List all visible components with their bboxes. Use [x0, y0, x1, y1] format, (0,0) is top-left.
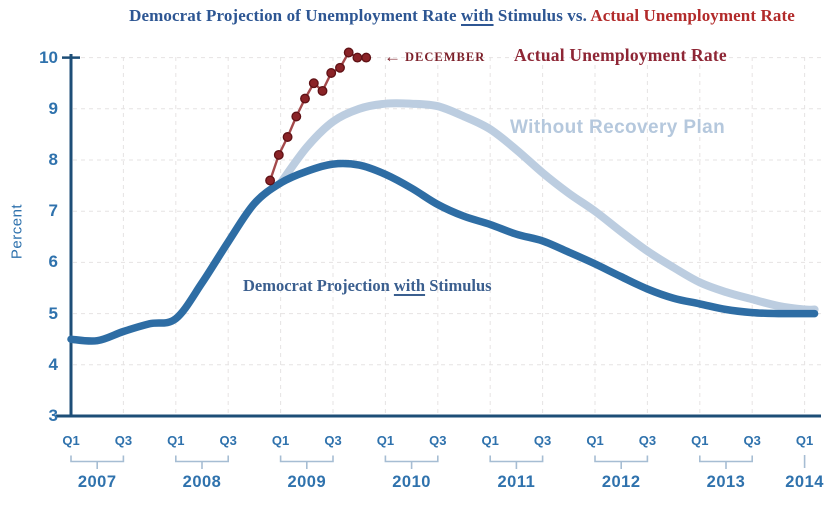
data-point-dot	[265, 175, 276, 186]
series-line-with-stimulus	[67, 159, 819, 345]
data-point-dot	[326, 68, 337, 78]
year-bracket	[384, 455, 439, 463]
year-bracket	[175, 455, 229, 463]
data-point-dot	[308, 78, 319, 89]
data-point-dot	[282, 132, 293, 142]
data-point-dot	[317, 85, 328, 96]
year-bracket	[279, 455, 334, 463]
data-point-dot	[343, 47, 354, 58]
year-bracket	[70, 455, 125, 463]
data-point-dot	[291, 111, 302, 122]
year-bracket	[594, 455, 649, 463]
series-line-without-plan	[276, 99, 819, 314]
year-bracket	[699, 455, 753, 463]
data-point-dot	[352, 52, 363, 63]
data-point-dot	[335, 62, 345, 73]
year-bracket	[489, 455, 544, 463]
data-point-dot	[273, 149, 284, 160]
data-point-dot	[361, 52, 372, 63]
data-point-dot	[300, 93, 310, 104]
